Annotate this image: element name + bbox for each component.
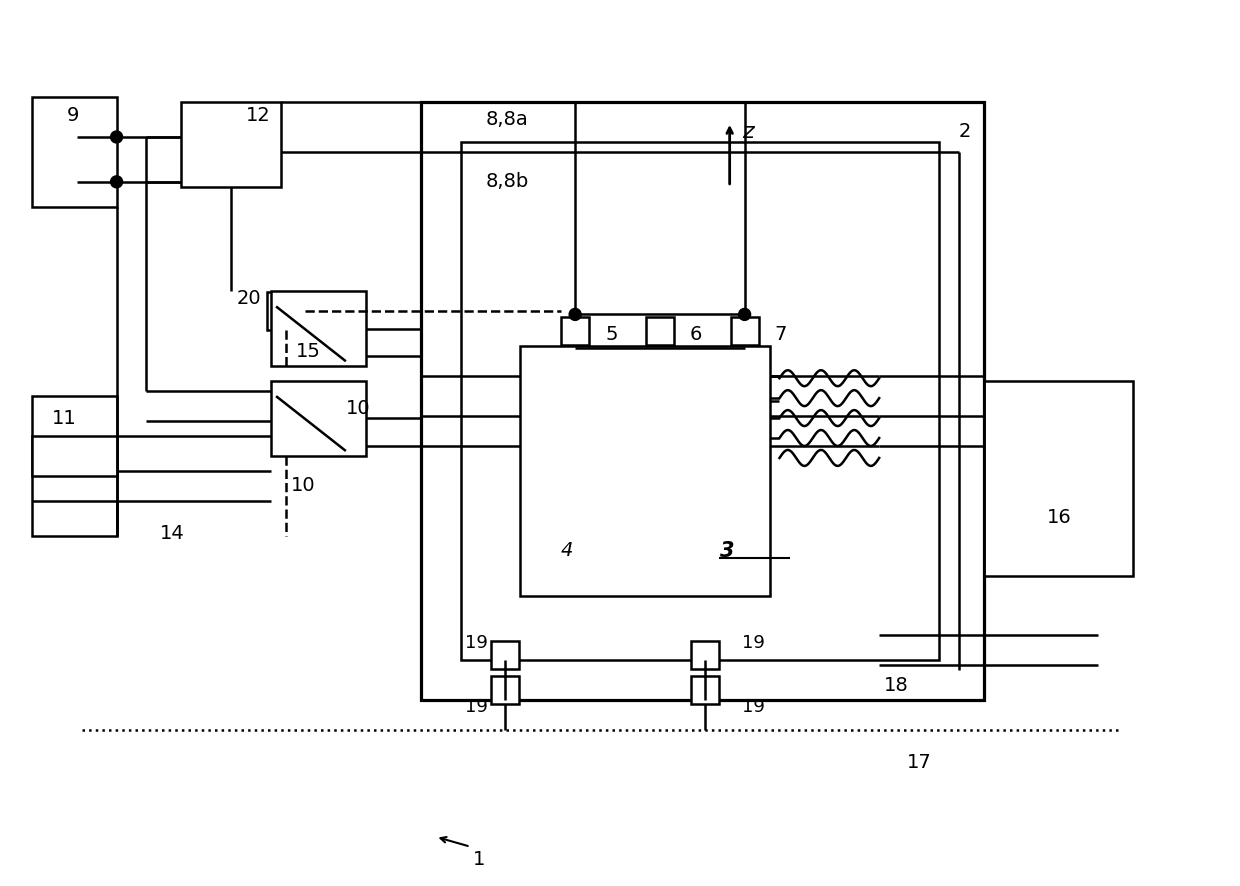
Text: 20: 20 [236, 289, 260, 308]
Text: 18: 18 [884, 676, 909, 695]
Circle shape [569, 308, 582, 321]
Text: 19: 19 [465, 634, 489, 652]
Bar [32, 436, 117, 536]
Text: 5: 5 [605, 325, 618, 344]
Bar [181, 102, 281, 187]
Bar [691, 676, 719, 704]
Bar [460, 142, 939, 660]
Text: 10: 10 [346, 399, 371, 417]
Bar [983, 381, 1133, 576]
Bar [491, 676, 520, 704]
Bar [267, 292, 305, 330]
Text: 2: 2 [959, 122, 971, 142]
Bar [691, 641, 719, 669]
Bar [272, 291, 366, 366]
Bar [32, 396, 117, 476]
Text: 14: 14 [160, 525, 185, 543]
Text: 7: 7 [775, 325, 787, 344]
Text: 12: 12 [247, 105, 270, 125]
Bar [730, 317, 759, 346]
Text: 11: 11 [52, 408, 77, 428]
Text: 9: 9 [67, 105, 79, 125]
Bar [32, 97, 117, 206]
Circle shape [739, 308, 750, 321]
Text: 16: 16 [1047, 509, 1071, 527]
Bar [521, 346, 770, 595]
Circle shape [110, 131, 123, 143]
Bar [562, 317, 589, 346]
Text: 17: 17 [908, 753, 931, 773]
Text: 8,8a: 8,8a [485, 110, 528, 128]
Text: 15: 15 [296, 342, 321, 361]
Text: 8,8b: 8,8b [485, 172, 528, 191]
Text: 1: 1 [472, 851, 485, 869]
Text: 10: 10 [291, 477, 316, 495]
Bar [646, 317, 673, 346]
Text: 4: 4 [560, 541, 573, 560]
Text: z: z [742, 122, 753, 142]
Circle shape [110, 175, 123, 188]
Bar [420, 102, 983, 700]
Bar [272, 381, 366, 456]
Bar [491, 641, 520, 669]
Text: 6: 6 [689, 325, 702, 344]
Text: 19: 19 [465, 698, 489, 716]
Text: 19: 19 [742, 634, 765, 652]
Text: 3: 3 [719, 540, 734, 561]
Text: 19: 19 [742, 698, 765, 716]
